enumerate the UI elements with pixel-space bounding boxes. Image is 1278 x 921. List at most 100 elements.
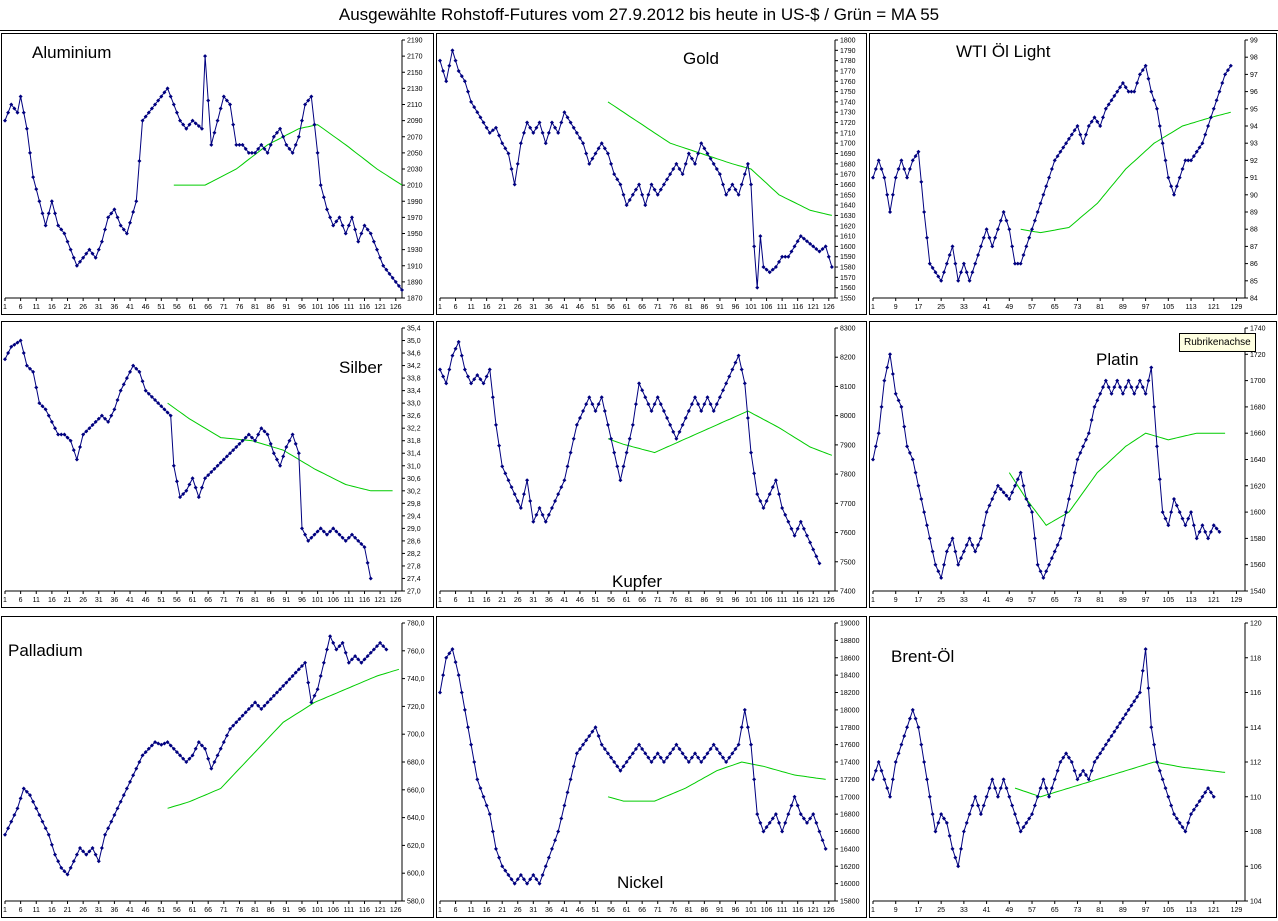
price-point	[441, 673, 446, 678]
x-tick-label: 96	[298, 304, 306, 311]
price-point	[1217, 529, 1222, 534]
price-point	[259, 142, 264, 147]
price-point	[146, 391, 151, 396]
price-point	[1157, 124, 1162, 128]
price-point	[487, 812, 492, 817]
y-tick-label: 8000	[840, 413, 856, 420]
price-point	[1010, 490, 1015, 495]
price-point	[1169, 510, 1174, 515]
price-point	[1086, 777, 1091, 782]
price-point	[1064, 141, 1069, 146]
x-tick-label: 97	[1142, 304, 1150, 311]
x-tick-label: 1	[438, 907, 442, 914]
price-point	[711, 161, 716, 166]
price-point	[362, 545, 367, 550]
price-point	[78, 846, 83, 851]
price-point	[121, 227, 126, 232]
price-point	[871, 457, 875, 462]
price-point	[190, 476, 195, 481]
price-point	[68, 247, 73, 252]
x-tick-label: 36	[111, 304, 119, 311]
price-point	[540, 130, 545, 135]
y-tick-label: 1870	[407, 296, 423, 303]
price-point	[1007, 227, 1012, 232]
price-point	[128, 369, 133, 374]
price-point	[212, 760, 217, 764]
price-point	[976, 542, 981, 547]
chart-kupfer: 7400750076007700780079008000810082008300…	[438, 326, 856, 604]
x-tick-label: 86	[700, 597, 708, 604]
price-point	[472, 760, 477, 764]
x-tick-label: 26	[79, 907, 87, 914]
x-tick-label: 31	[529, 907, 537, 914]
y-tick-label: 27,0	[407, 589, 421, 596]
x-tick-label: 41	[983, 907, 991, 914]
price-point	[1106, 385, 1111, 390]
price-point	[783, 512, 788, 517]
price-line	[439, 340, 820, 564]
y-tick-label: 2030	[407, 167, 423, 174]
x-tick-label: 129	[1231, 304, 1243, 311]
price-point	[1118, 385, 1123, 390]
y-tick-label: 7700	[840, 501, 856, 508]
price-point	[990, 244, 995, 249]
x-tick-label: 33	[960, 907, 968, 914]
price-point	[998, 786, 1003, 791]
price-point	[708, 746, 713, 751]
price-point	[959, 556, 964, 561]
x-tick-label: 41	[126, 907, 134, 914]
price-point	[1103, 378, 1108, 383]
price-point	[1180, 825, 1185, 830]
price-point	[1135, 81, 1140, 85]
price-point	[677, 429, 682, 434]
price-point	[365, 560, 370, 565]
y-tick-label: 29,8	[407, 501, 421, 508]
price-point	[62, 231, 67, 236]
price-point	[328, 529, 333, 534]
price-point	[1089, 418, 1094, 423]
price-point	[3, 357, 7, 362]
x-tick-label: 65	[1051, 907, 1059, 914]
y-tick-label: 1660	[840, 182, 856, 189]
price-point	[1115, 89, 1120, 94]
price-point	[795, 803, 800, 808]
price-point	[1047, 562, 1052, 567]
price-point	[199, 126, 204, 131]
price-point	[1078, 132, 1083, 137]
price-point	[321, 195, 326, 200]
y-tick-label: 1930	[407, 247, 423, 254]
price-point	[646, 192, 651, 197]
chart-palladium: 580,0600,0620,0640,0660,0680,0700,0720,0…	[3, 621, 425, 914]
price-point	[93, 419, 98, 424]
price-point	[528, 499, 533, 504]
chart-title-gold: Gold	[683, 49, 719, 68]
y-tick-label: 7400	[840, 589, 856, 596]
price-point	[278, 687, 283, 692]
price-point	[1095, 755, 1100, 760]
price-point	[240, 142, 245, 147]
price-point	[727, 187, 732, 192]
y-tick-label: 31,8	[407, 438, 421, 445]
price-point	[1194, 149, 1199, 154]
price-point	[137, 158, 142, 163]
price-point	[961, 549, 966, 554]
price-point	[190, 118, 195, 123]
y-tick-label: 32,2	[407, 426, 421, 433]
price-point	[324, 532, 329, 537]
price-point	[714, 746, 719, 751]
price-point	[1007, 794, 1012, 799]
ma55-line	[607, 410, 833, 456]
y-tick-label: 1710	[840, 130, 856, 137]
price-point	[792, 533, 797, 538]
price-point	[1038, 569, 1043, 574]
x-tick-label: 96	[732, 304, 740, 311]
price-point	[882, 777, 887, 782]
price-point	[546, 512, 551, 517]
price-point	[702, 755, 707, 760]
price-point	[371, 647, 376, 652]
chart-title-silber: Silber	[339, 358, 383, 377]
price-point	[933, 829, 938, 834]
price-point	[165, 740, 170, 745]
price-point	[599, 742, 604, 747]
y-tick-label: 760,0	[407, 648, 425, 655]
